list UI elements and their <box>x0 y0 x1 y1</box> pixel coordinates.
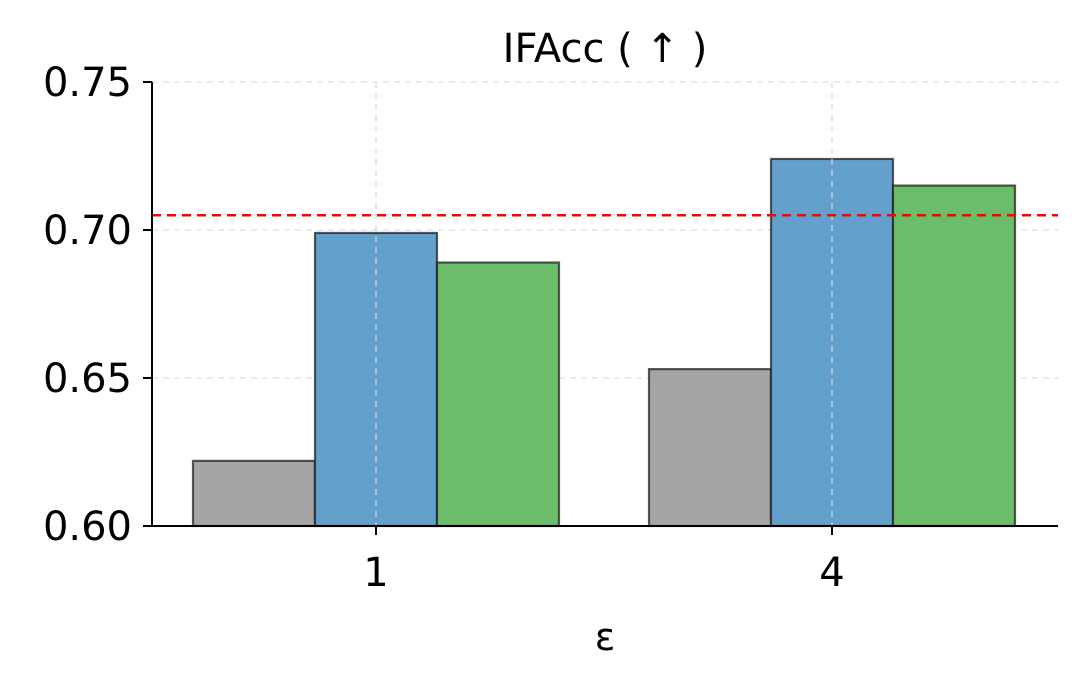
bar-series-2-cat-4 <box>769 157 895 528</box>
x-axis-label: ε <box>595 615 616 659</box>
y-tick-label: 0.60 <box>43 504 132 550</box>
x-tick-label: 4 <box>819 550 844 596</box>
chart-title: IFAcc ( ↑ ) <box>503 26 708 72</box>
bar-series-1-cat-4 <box>647 368 773 528</box>
bar-series-3-cat-1 <box>435 261 561 528</box>
y-tick-label: 0.70 <box>43 208 132 254</box>
y-tick-label: 0.75 <box>43 60 132 106</box>
bar-series-3-cat-4 <box>891 184 1017 528</box>
axes <box>143 81 1058 535</box>
x-tick-label: 1 <box>363 550 388 596</box>
labels: IFAcc ( ↑ ) ε 0.60 0.65 0.70 0.75 1 4 <box>43 26 845 659</box>
y-tick-label: 0.65 <box>43 356 132 402</box>
bar-series-1-cat-1 <box>191 459 317 528</box>
